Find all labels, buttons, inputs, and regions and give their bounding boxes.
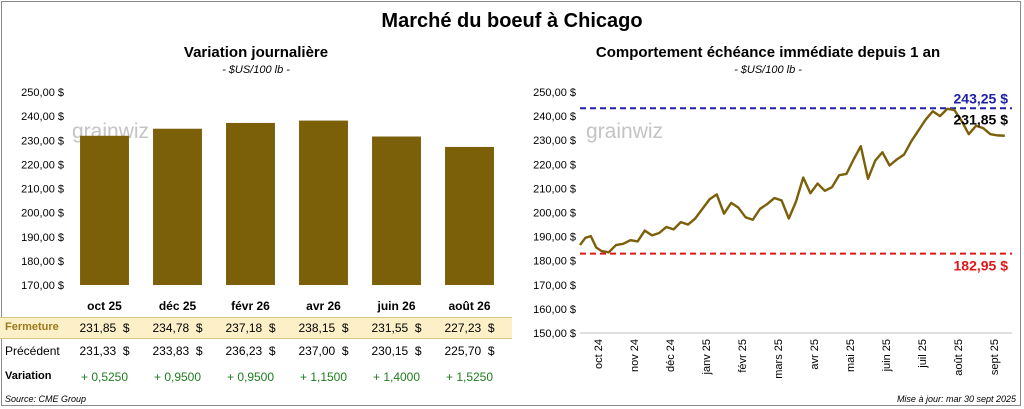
table-cell: 231,33 $ xyxy=(79,344,130,358)
bar xyxy=(226,122,275,285)
x-tick-label: avr 25 xyxy=(809,339,821,370)
y-tick-label: 190,00 $ xyxy=(533,232,576,244)
bar xyxy=(445,146,494,285)
x-category-label: août 26 xyxy=(448,299,490,313)
row-label: Fermeture xyxy=(5,321,59,333)
last-value-label: 231,85 $ xyxy=(954,111,1009,127)
table-row: Variation + 0,5250 + 0,9500 + 0,9500 + 1,150… xyxy=(0,367,512,387)
table-cell: + 0,5250 xyxy=(80,370,129,384)
bar xyxy=(299,120,348,285)
table-cell: 238,15 $ xyxy=(298,321,349,335)
x-tick-label: mars 25 xyxy=(773,339,785,379)
table-cell: 231,55 $ xyxy=(371,321,422,335)
table-cell: 236,23 $ xyxy=(225,344,276,358)
grainwiz-watermark-right: grainwiz xyxy=(586,120,663,143)
table-cell: 230,15 $ xyxy=(371,344,422,358)
y-tick-label: 160,00 $ xyxy=(533,304,576,316)
x-tick-label: févr 25 xyxy=(737,339,749,373)
x-tick-label: nov 24 xyxy=(629,339,641,372)
line-chart-subtitle: - $US/100 lb - xyxy=(734,64,802,76)
x-category-label: févr 26 xyxy=(231,299,270,313)
page-title: Marché du boeuf à Chicago xyxy=(381,10,643,32)
y-tick-label: 240,00 $ xyxy=(533,111,576,123)
x-tick-label: déc 24 xyxy=(665,339,677,372)
table-cell: + 1,1500 xyxy=(299,370,348,384)
bar-chart: grainwiz 170,00 $180,00 $190,00 $200,00 … xyxy=(21,87,494,313)
table-cell: + 1,4000 xyxy=(372,370,421,384)
y-tick-label: 230,00 $ xyxy=(533,135,576,147)
table-row: Précédent 231,33 $ 233,83 $ 236,23 $ 237,00 … xyxy=(0,341,512,361)
table-cell: + 0,9500 xyxy=(153,370,202,384)
x-category-label: juin 26 xyxy=(376,299,415,313)
x-tick-label: juil 25 xyxy=(917,339,929,369)
y-tick-label: 230,00 $ xyxy=(21,135,64,147)
x-tick-label: sept 25 xyxy=(989,339,1001,375)
x-tick-label: juin 25 xyxy=(881,339,893,372)
y-tick-label: 180,00 $ xyxy=(533,256,576,268)
y-tick-label: 170,00 $ xyxy=(21,280,64,292)
x-tick-label: août 25 xyxy=(953,339,965,376)
y-tick-label: 190,00 $ xyxy=(21,232,64,244)
row-label: Variation xyxy=(5,370,52,382)
x-category-label: avr 26 xyxy=(306,299,341,313)
bar xyxy=(372,136,421,285)
bar-chart-subtitle: - $US/100 lb - xyxy=(222,64,290,76)
bar-chart-title: Variation journalière xyxy=(183,44,329,61)
price-line xyxy=(579,107,1005,254)
y-tick-label: 200,00 $ xyxy=(533,208,576,220)
y-tick-label: 170,00 $ xyxy=(533,280,576,292)
y-tick-label: 210,00 $ xyxy=(21,184,64,196)
table-cell: 234,78 $ xyxy=(152,321,203,335)
y-tick-label: 220,00 $ xyxy=(533,159,576,171)
x-category-label: déc 25 xyxy=(159,299,197,313)
high-value-label: 243,25 $ xyxy=(954,90,1009,106)
bar xyxy=(153,128,202,285)
table-cell: 237,18 $ xyxy=(225,321,276,335)
y-tick-label: 200,00 $ xyxy=(21,208,64,220)
y-tick-label: 250,00 $ xyxy=(533,87,576,99)
table-cell: + 1,5250 xyxy=(445,370,494,384)
x-tick-label: oct 24 xyxy=(593,339,605,369)
table-row: Fermeture 231,85 $ 234,78 $ 237,18 $ 238,15 … xyxy=(0,317,512,339)
update-note: Mise à jour: mar 30 sept 2025 xyxy=(896,394,1016,404)
source-note: Source: CME Group xyxy=(5,394,87,404)
low-value-label: 182,95 $ xyxy=(954,258,1009,274)
x-tick-label: janv 25 xyxy=(701,339,713,375)
x-category-label: oct 25 xyxy=(87,299,122,313)
y-tick-label: 150,00 $ xyxy=(533,328,576,340)
y-tick-label: 220,00 $ xyxy=(21,159,64,171)
table-cell: 237,00 $ xyxy=(298,344,349,358)
x-tick-label: mai 25 xyxy=(845,339,857,372)
y-tick-label: 250,00 $ xyxy=(21,87,64,99)
table-cell: 233,83 $ xyxy=(152,344,203,358)
table-cell: 231,85 $ xyxy=(79,321,130,335)
y-tick-label: 210,00 $ xyxy=(533,183,576,195)
row-label: Précédent xyxy=(5,344,60,358)
y-tick-label: 180,00 $ xyxy=(21,256,64,268)
table-cell: + 0,9500 xyxy=(226,370,275,384)
table-cell: 227,23 $ xyxy=(444,321,495,335)
y-tick-label: 240,00 $ xyxy=(21,111,64,123)
table-cell: 225,70 $ xyxy=(444,344,495,358)
bar xyxy=(80,135,129,285)
line-chart-title: Comportement échéance immédiate depuis 1… xyxy=(595,44,941,61)
